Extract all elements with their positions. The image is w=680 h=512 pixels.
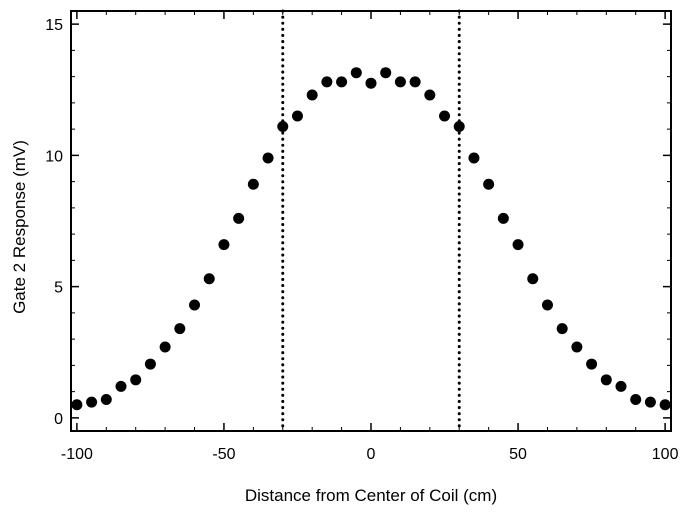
data-point — [365, 77, 377, 89]
data-point — [630, 394, 642, 405]
data-point — [174, 323, 186, 335]
data-point — [306, 89, 318, 101]
data-point — [541, 299, 553, 311]
data-point — [100, 394, 112, 405]
data-point — [218, 239, 230, 251]
x-tick-label: 50 — [509, 446, 527, 463]
data-point — [86, 396, 98, 408]
data-point — [586, 358, 598, 370]
data-point — [144, 358, 156, 370]
data-point — [321, 76, 333, 88]
data-point — [203, 273, 215, 285]
data-point — [439, 110, 451, 122]
data-point — [527, 273, 539, 285]
x-axis-label: Distance from Center of Coil (cm) — [245, 486, 497, 505]
y-axis-ticks: 0 5 10 15 — [45, 17, 671, 428]
data-point — [380, 67, 392, 79]
reference-lines — [281, 9, 461, 433]
data-point — [600, 374, 612, 386]
data-point — [571, 341, 583, 353]
data-point — [483, 178, 495, 190]
data-point — [424, 89, 436, 101]
data-point — [659, 399, 671, 411]
data-point — [291, 110, 303, 122]
data-point — [556, 323, 568, 335]
data-point — [615, 380, 627, 392]
data-point — [468, 152, 480, 164]
y-tick-label: 15 — [45, 17, 63, 34]
data-point — [394, 76, 406, 88]
y-tick-label: 0 — [54, 411, 63, 428]
y-tick-label: 10 — [45, 148, 63, 165]
x-tick-label: 100 — [652, 446, 679, 463]
data-point — [497, 212, 509, 224]
data-point — [233, 212, 245, 224]
data-point — [189, 299, 201, 311]
data-point — [277, 121, 289, 132]
data-point — [130, 374, 142, 386]
data-point — [644, 396, 656, 408]
data-point — [262, 152, 274, 164]
x-tick-label: -50 — [212, 446, 235, 463]
data-point — [350, 67, 362, 79]
x-tick-label: -100 — [61, 446, 93, 463]
data-point — [512, 239, 524, 251]
y-tick-label: 5 — [54, 280, 63, 297]
data-point — [159, 341, 171, 353]
x-tick-label: 0 — [367, 446, 376, 463]
data-point — [115, 380, 127, 392]
x-axis-ticks: -100 -50 0 50 100 — [61, 11, 679, 463]
y-axis-label: Gate 2 Response (mV) — [10, 140, 29, 314]
data-point — [409, 76, 421, 88]
plot-frame — [70, 10, 672, 432]
data-point — [71, 399, 83, 411]
data-point — [336, 76, 348, 88]
data-point — [247, 178, 259, 190]
data-points — [71, 67, 671, 411]
data-point — [453, 121, 465, 132]
